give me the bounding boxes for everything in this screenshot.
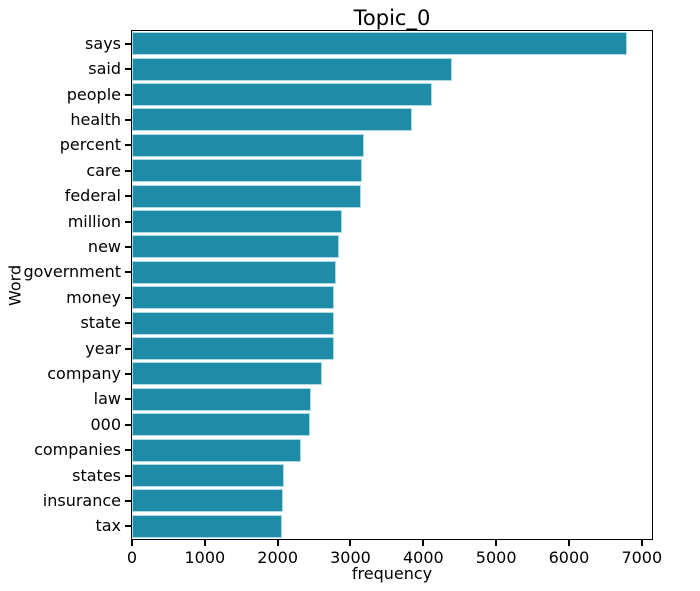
bar-states [132, 464, 285, 487]
ytick-mark [125, 423, 131, 426]
ytick-mark [125, 499, 131, 502]
ytick-label-company: company [47, 363, 121, 383]
ytick-mark [125, 68, 131, 71]
ytick-label-companies: companies [34, 440, 121, 460]
ytick-label-million: million [67, 211, 121, 231]
bar-000 [132, 413, 310, 437]
bar-says [132, 32, 628, 56]
bar-care [132, 159, 363, 183]
ytick-mark [125, 245, 131, 248]
xtick-mark [276, 540, 279, 546]
xtick-mark [349, 540, 352, 546]
xtick-label-0: 0 [126, 548, 138, 567]
xtick-label-1000: 1000 [184, 548, 226, 567]
xtick-label-4000: 4000 [402, 548, 444, 567]
ytick-label-money: money [66, 287, 121, 307]
bar-said [132, 57, 453, 81]
ytick-label-law: law [93, 389, 121, 409]
ytick-label-000: 000 [90, 414, 121, 434]
bar-insurance [132, 489, 284, 513]
bar-tax [132, 514, 283, 538]
xtick-mark [495, 540, 498, 546]
ytick-mark [125, 42, 131, 45]
xtick-mark [422, 540, 425, 546]
ytick-mark [125, 93, 131, 96]
bar-new [132, 235, 339, 259]
ytick-mark [125, 195, 131, 198]
ytick-label-people: people [66, 84, 121, 104]
ytick-label-insurance: insurance [42, 490, 121, 510]
ytick-label-year: year [85, 338, 121, 358]
xtick-label-3000: 3000 [330, 548, 371, 567]
bar-government [132, 260, 337, 284]
bar-state [132, 311, 335, 335]
bar-percent [132, 133, 365, 157]
ytick-label-state: state [80, 313, 121, 333]
xtick-mark [203, 540, 206, 546]
ytick-label-federal: federal [64, 186, 121, 206]
bar-year [132, 337, 334, 360]
ytick-label-government: government [23, 262, 121, 282]
bar-million [132, 210, 343, 233]
ytick-label-percent: percent [59, 135, 121, 155]
ytick-label-new: new [87, 236, 121, 256]
plot-area [131, 30, 653, 540]
ytick-mark [125, 398, 131, 401]
ytick-mark [125, 372, 131, 375]
bar-company [132, 362, 323, 386]
ytick-mark [125, 271, 131, 274]
xtick-label-5000: 5000 [475, 548, 517, 567]
ytick-mark [125, 144, 131, 147]
ytick-mark [125, 474, 131, 477]
ytick-mark [125, 118, 131, 121]
xtick-mark [567, 540, 570, 546]
chart-title: Topic_0 [353, 6, 431, 30]
ytick-label-said: said [88, 59, 121, 79]
xtick-label-6000: 6000 [548, 548, 590, 567]
ytick-mark [125, 296, 131, 299]
ytick-mark [125, 220, 131, 223]
ytick-mark [125, 347, 131, 350]
ytick-label-health: health [70, 109, 121, 129]
ytick-label-care: care [86, 160, 121, 180]
y-axis-label: Word [5, 264, 25, 306]
bar-health [132, 108, 412, 132]
xtick-mark [640, 540, 643, 546]
bar-companies [132, 438, 301, 462]
bar-federal [132, 184, 361, 208]
xtick-label-7000: 7000 [621, 548, 663, 567]
ytick-label-states: states [72, 465, 121, 485]
ytick-mark [125, 449, 131, 452]
bar-people [132, 83, 433, 106]
ytick-label-tax: tax [95, 516, 121, 536]
ytick-mark [125, 322, 131, 325]
x-axis-label: frequency [351, 564, 433, 583]
ytick-mark [125, 525, 131, 528]
xtick-label-2000: 2000 [257, 548, 299, 567]
ytick-mark [125, 169, 131, 172]
bar-money [132, 286, 335, 310]
xtick-mark [131, 540, 133, 546]
ytick-label-says: says [85, 33, 121, 53]
bar-law [132, 387, 312, 411]
